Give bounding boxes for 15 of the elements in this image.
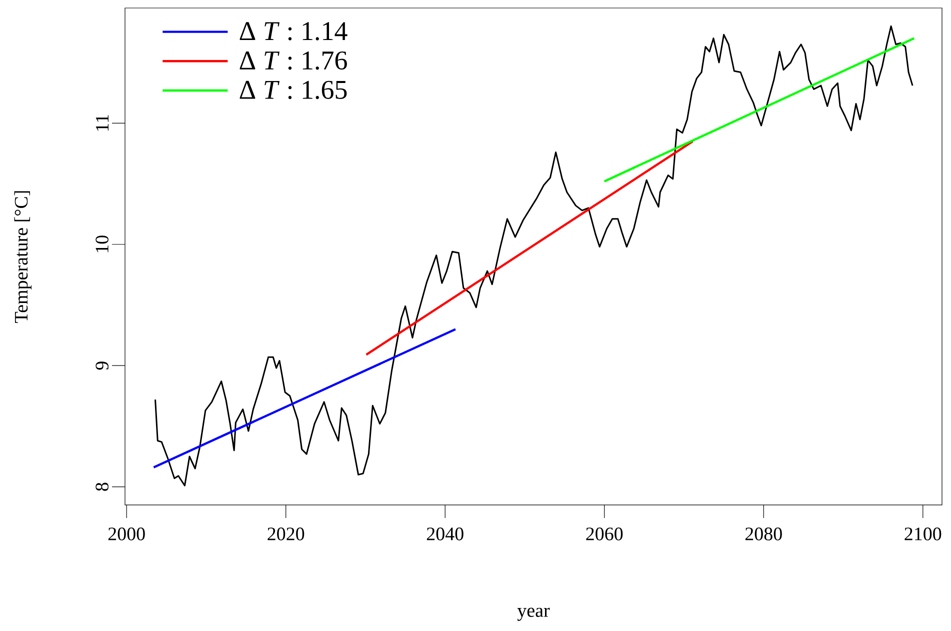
y-tick-label: 8 bbox=[96, 482, 108, 491]
y-axis-title: Temperature [°C] bbox=[14, 191, 32, 323]
x-axis-title: year bbox=[517, 608, 550, 621]
x-tick-label: 2060 bbox=[586, 528, 623, 540]
y-tick-label: 9 bbox=[96, 362, 108, 370]
x-tick-label: 2100 bbox=[904, 528, 942, 540]
y-tick-label: 11 bbox=[96, 115, 108, 131]
legend-label: Δ T : 1.65 bbox=[240, 80, 347, 100]
y-tick-label: 10 bbox=[96, 236, 108, 252]
x-tick-label: 2080 bbox=[745, 528, 782, 540]
x-tick-label: 2000 bbox=[108, 528, 145, 540]
legend-label: Δ T : 1.76 bbox=[240, 51, 347, 70]
legend-label: Δ T : 1.14 bbox=[240, 22, 348, 40]
x-tick-label: 2020 bbox=[268, 528, 304, 540]
x-tick-label: 2040 bbox=[426, 528, 464, 540]
